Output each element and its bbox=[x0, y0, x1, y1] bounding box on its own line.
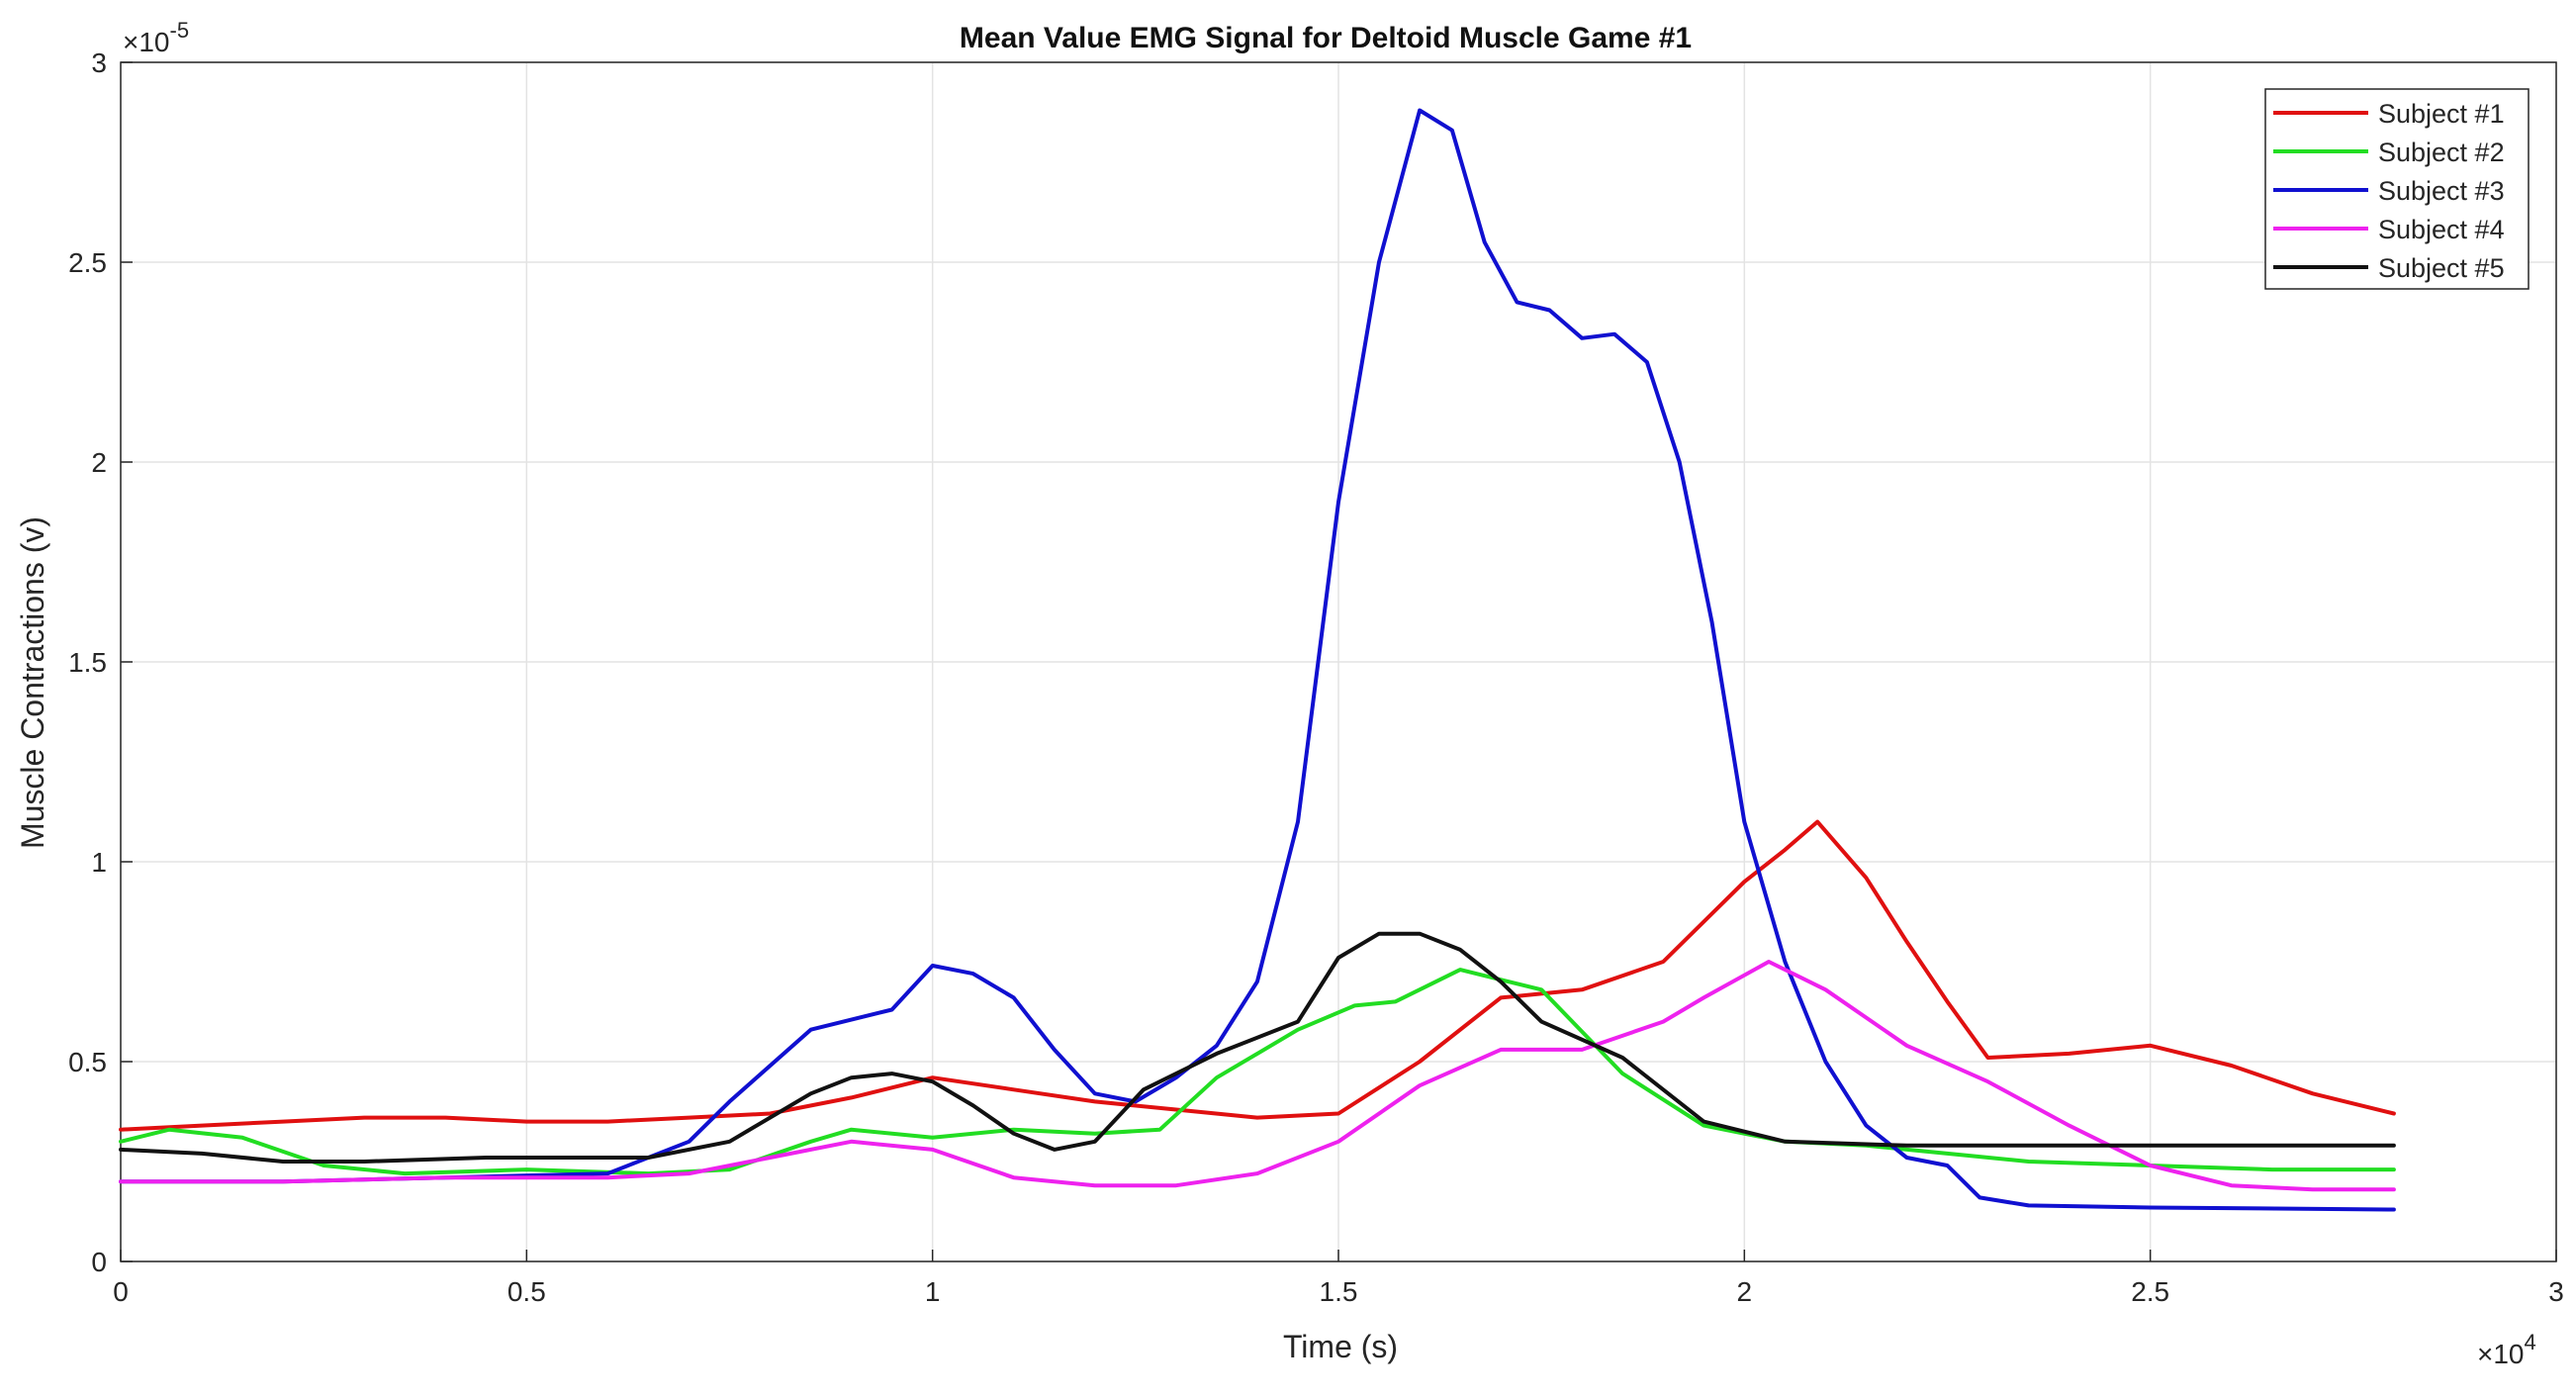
legend-label: Subject #5 bbox=[2378, 253, 2505, 283]
y-tick-label: 1.5 bbox=[68, 647, 107, 678]
y-tick-label: 2 bbox=[91, 447, 107, 478]
y-multiplier-base: ×10 bbox=[123, 27, 170, 57]
y-axis-multiplier: ×10-5 bbox=[123, 18, 189, 57]
x-axis-label: Time (s) bbox=[1283, 1329, 1398, 1364]
tick-layer: 0 0.5 1 1.5 2 2.5 3 0 0.5 1 1.5 2 2.5 3 bbox=[68, 47, 2564, 1307]
x-tick-label: 3 bbox=[2548, 1276, 2564, 1307]
legend-label: Subject #3 bbox=[2378, 176, 2505, 206]
series-line-subject-4 bbox=[119, 960, 2396, 1192]
y-tick-label: 1 bbox=[91, 847, 107, 878]
x-tick-label: 2.5 bbox=[2131, 1276, 2169, 1307]
y-tick-label: 0 bbox=[91, 1247, 107, 1277]
series-line-subject-5 bbox=[119, 931, 2396, 1164]
y-tick-label: 2.5 bbox=[68, 247, 107, 278]
y-tick-label: 3 bbox=[91, 47, 107, 78]
legend-label: Subject #4 bbox=[2378, 215, 2505, 244]
series-line-subject-3 bbox=[119, 108, 2396, 1212]
x-tick-label: 0 bbox=[113, 1276, 129, 1307]
legend-label: Subject #2 bbox=[2378, 138, 2505, 167]
x-multiplier-base: ×10 bbox=[2477, 1339, 2525, 1369]
legend: Subject #1 Subject #2 Subject #3 Subject #4… bbox=[2264, 88, 2530, 290]
y-tick-label: 0.5 bbox=[68, 1047, 107, 1077]
x-tick-label: 2 bbox=[1737, 1276, 1753, 1307]
x-tick-label: 1 bbox=[925, 1276, 941, 1307]
legend-label: Subject #1 bbox=[2378, 99, 2505, 129]
x-tick-label: 1.5 bbox=[1320, 1276, 1358, 1307]
y-axis-label: Muscle Contractions (v) bbox=[15, 516, 50, 849]
x-multiplier-exponent: 4 bbox=[2525, 1330, 2536, 1354]
legend-entries: Subject #1 Subject #2 Subject #3 Subject #4… bbox=[2273, 99, 2505, 283]
x-axis-multiplier: ×104 bbox=[2477, 1330, 2536, 1369]
series-line-subject-1 bbox=[119, 819, 2396, 1132]
x-tick-label: 0.5 bbox=[507, 1276, 546, 1307]
chart-title: Mean Value EMG Signal for Deltoid Muscle… bbox=[960, 22, 1692, 54]
series-layer bbox=[119, 108, 2396, 1212]
y-multiplier-exponent: -5 bbox=[170, 18, 190, 43]
